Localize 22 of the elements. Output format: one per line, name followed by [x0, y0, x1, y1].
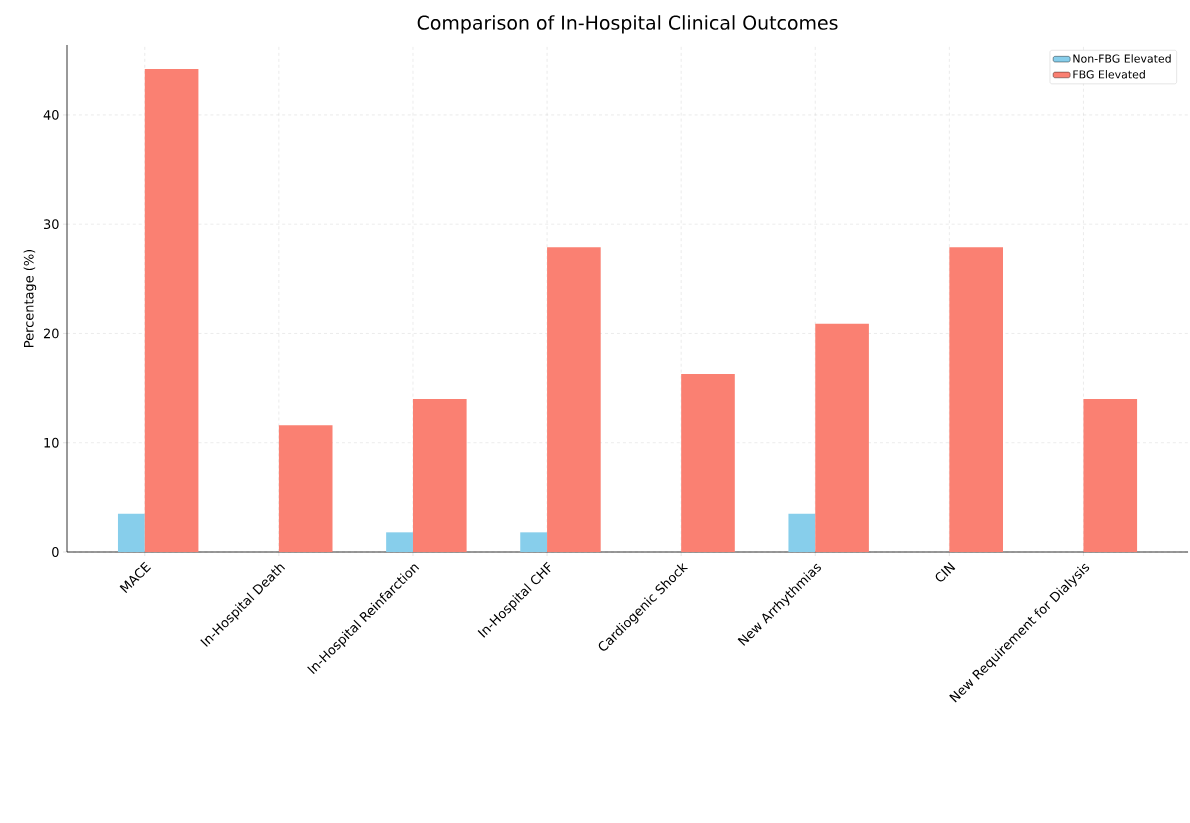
bar: [788, 513, 816, 552]
chart-title: Comparison of In-Hospital Clinical Outcomes: [417, 15, 838, 34]
bar: [144, 69, 199, 552]
y-tick-label: 20: [43, 328, 59, 339]
y-tick-label: 10: [44, 437, 59, 448]
y-tick-label: 0: [52, 547, 59, 557]
bar: [949, 247, 1003, 552]
y-axis-title: Percentage (%): [23, 249, 37, 347]
bar: [681, 373, 735, 552]
y-tick-label: 30: [43, 219, 59, 230]
bar: [386, 532, 413, 552]
bar: [1083, 399, 1138, 552]
legend-label: Non-FBG Elevated: [1073, 54, 1171, 63]
bar: [520, 532, 548, 552]
x-tick-label: CIN: [935, 562, 956, 582]
y-tick-label: 40: [43, 110, 59, 120]
bar: [412, 399, 467, 552]
legend-label: FBG Elevated: [1073, 70, 1145, 79]
bar: [278, 425, 333, 552]
bar: [547, 247, 601, 552]
bar: [117, 513, 145, 552]
bar: [815, 323, 869, 552]
